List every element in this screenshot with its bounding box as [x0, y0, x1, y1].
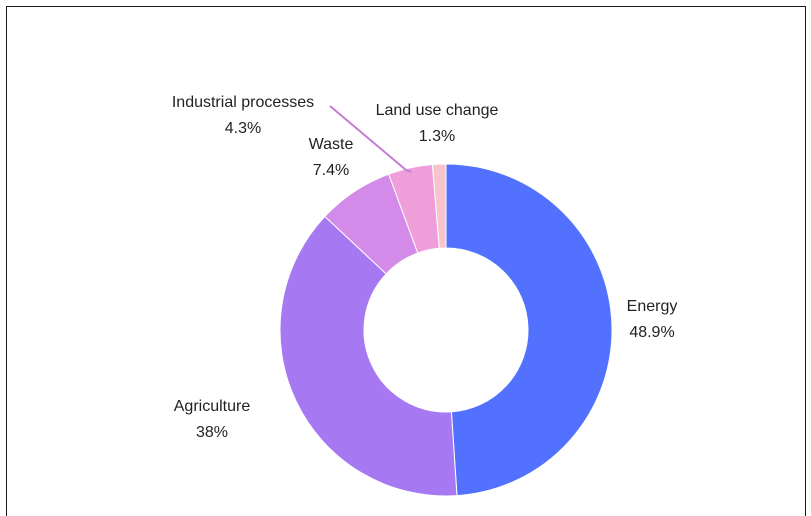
- slice-labels: Energy 48.9% Agriculture 38% Waste 7.4% Indust…: [172, 94, 678, 441]
- slice-label-agriculture: Agriculture: [174, 398, 251, 415]
- slice-value-waste: 7.4%: [313, 162, 349, 179]
- slice-value-land-use-change: 1.3%: [419, 128, 455, 145]
- leader-lines: [329, 105, 412, 173]
- slice-label-waste: Waste: [309, 136, 354, 153]
- leader-line-industrial-processes: [329, 105, 412, 173]
- slice-label-industrial-processes: Industrial processes: [172, 94, 314, 111]
- slice-agriculture: [279, 215, 458, 497]
- slice-energy: [445, 163, 613, 497]
- slice-value-agriculture: 38%: [196, 424, 228, 441]
- slice-label-land-use-change: Land use change: [376, 102, 499, 119]
- slice-value-industrial-processes: 4.3%: [225, 120, 261, 137]
- donut-slices: [279, 163, 613, 497]
- slice-label-energy: Energy: [627, 298, 678, 315]
- slice-land-use-change: [431, 163, 447, 249]
- slice-value-energy: 48.9%: [629, 324, 674, 341]
